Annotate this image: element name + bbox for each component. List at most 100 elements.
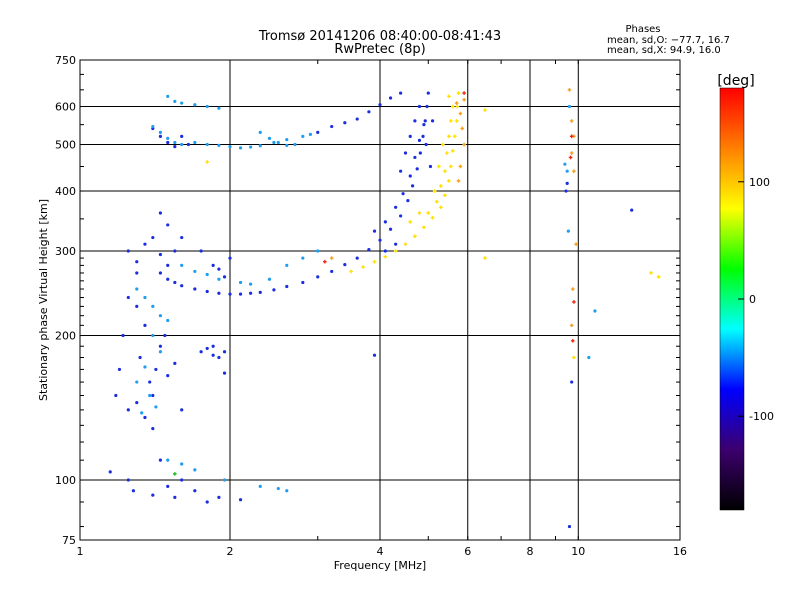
o-mode-point [158, 350, 163, 354]
o-mode-point [173, 249, 177, 253]
o-mode-point [408, 134, 412, 138]
o-mode-point [301, 134, 305, 138]
o-mode-point [173, 99, 177, 103]
o-mode-point [158, 344, 163, 348]
x-mode-point [462, 142, 466, 147]
o-mode-point [417, 104, 422, 109]
x-tick-label: 1 [77, 545, 84, 558]
o-mode-point [114, 393, 118, 398]
x-mode-point [455, 104, 460, 109]
x-mode-point [569, 119, 574, 123]
o-mode-point [413, 119, 417, 123]
o-mode-point [173, 495, 177, 500]
o-mode-point [180, 134, 184, 138]
o-mode-point [293, 142, 297, 147]
o-mode-point [205, 346, 209, 351]
x-mode-point [483, 108, 487, 112]
colorbar-tick-label: 0 [749, 293, 756, 306]
o-mode-point [308, 132, 313, 136]
o-mode-point [217, 143, 221, 147]
x-mode-point [447, 94, 451, 99]
o-mode-point [422, 123, 426, 127]
x-mode-point [417, 211, 422, 215]
o-mode-point [154, 367, 158, 372]
o-mode-point [180, 101, 184, 105]
o-mode-point [285, 143, 289, 147]
o-mode-point [135, 400, 139, 405]
o-mode-point [180, 142, 184, 147]
o-mode-point [378, 238, 382, 242]
o-mode-point [217, 106, 221, 110]
o-mode-point [587, 355, 591, 360]
o-mode-point [126, 408, 130, 412]
o-mode-point [222, 371, 227, 375]
o-mode-point [173, 145, 177, 149]
o-mode-point [143, 365, 147, 369]
o-mode-point [166, 458, 170, 462]
x-mode-point [571, 339, 575, 343]
o-mode-point [126, 478, 130, 482]
x-mode-point [434, 199, 439, 204]
x-mode-point [483, 256, 487, 260]
x-mode-point [447, 179, 451, 183]
o-mode-point [394, 205, 398, 209]
o-mode-point [343, 121, 347, 125]
o-mode-point [205, 272, 209, 277]
o-mode-point [428, 164, 433, 169]
x-mode-point [574, 242, 578, 246]
x-mode-point [456, 91, 461, 95]
o-mode-point [108, 470, 112, 474]
o-mode-point [570, 380, 574, 384]
colorbar-label: [deg] [717, 73, 754, 89]
x-mode-point [439, 205, 443, 210]
o-mode-point [217, 267, 221, 271]
x-mode-point [441, 142, 445, 147]
x-mode-point [329, 256, 334, 260]
o-mode-point [417, 138, 422, 142]
o-mode-point [285, 263, 289, 267]
o-mode-point [316, 249, 320, 253]
o-mode-point [415, 167, 419, 171]
o-mode-point [117, 367, 122, 372]
o-mode-point [258, 130, 262, 134]
o-mode-point [285, 489, 289, 493]
o-mode-point [193, 287, 197, 291]
o-mode-point [180, 462, 184, 466]
o-mode-point [180, 235, 184, 240]
o-mode-point [238, 280, 243, 285]
o-mode-point [193, 140, 197, 145]
o-mode-point [367, 248, 371, 252]
o-mode-point [388, 96, 393, 100]
x-mode-point [569, 323, 574, 328]
o-mode-point [228, 292, 232, 296]
x-mode-point [567, 88, 572, 92]
o-mode-point [166, 136, 170, 140]
x-mode-point [437, 164, 441, 169]
y-tick-label: 500 [55, 139, 76, 152]
x-mode-point [372, 259, 377, 264]
x-mode-point [349, 269, 353, 274]
x-mode-point [572, 169, 576, 173]
o-mode-point [406, 199, 410, 203]
chart-subtitle: RwPretec (8p) [334, 42, 425, 57]
o-mode-point [154, 405, 158, 409]
o-mode-point [180, 263, 184, 267]
o-mode-point [367, 110, 371, 114]
o-mode-point [126, 249, 130, 253]
o-mode-point [166, 318, 170, 323]
o-mode-point [418, 151, 422, 155]
o-mode-point [143, 242, 147, 246]
o-mode-point [425, 104, 429, 109]
o-mode-point [166, 140, 170, 145]
x-tick-label: 10 [571, 545, 585, 558]
x-mode-point [568, 155, 573, 160]
o-mode-point [205, 104, 209, 109]
o-mode-point [158, 458, 163, 462]
o-mode-point [567, 524, 572, 529]
x-mode-point [458, 164, 463, 169]
x-mode-point [451, 149, 455, 153]
o-mode-point [630, 208, 634, 212]
colorbar-ticks: 100 0 -100 [738, 176, 774, 423]
o-mode-point [267, 277, 272, 281]
